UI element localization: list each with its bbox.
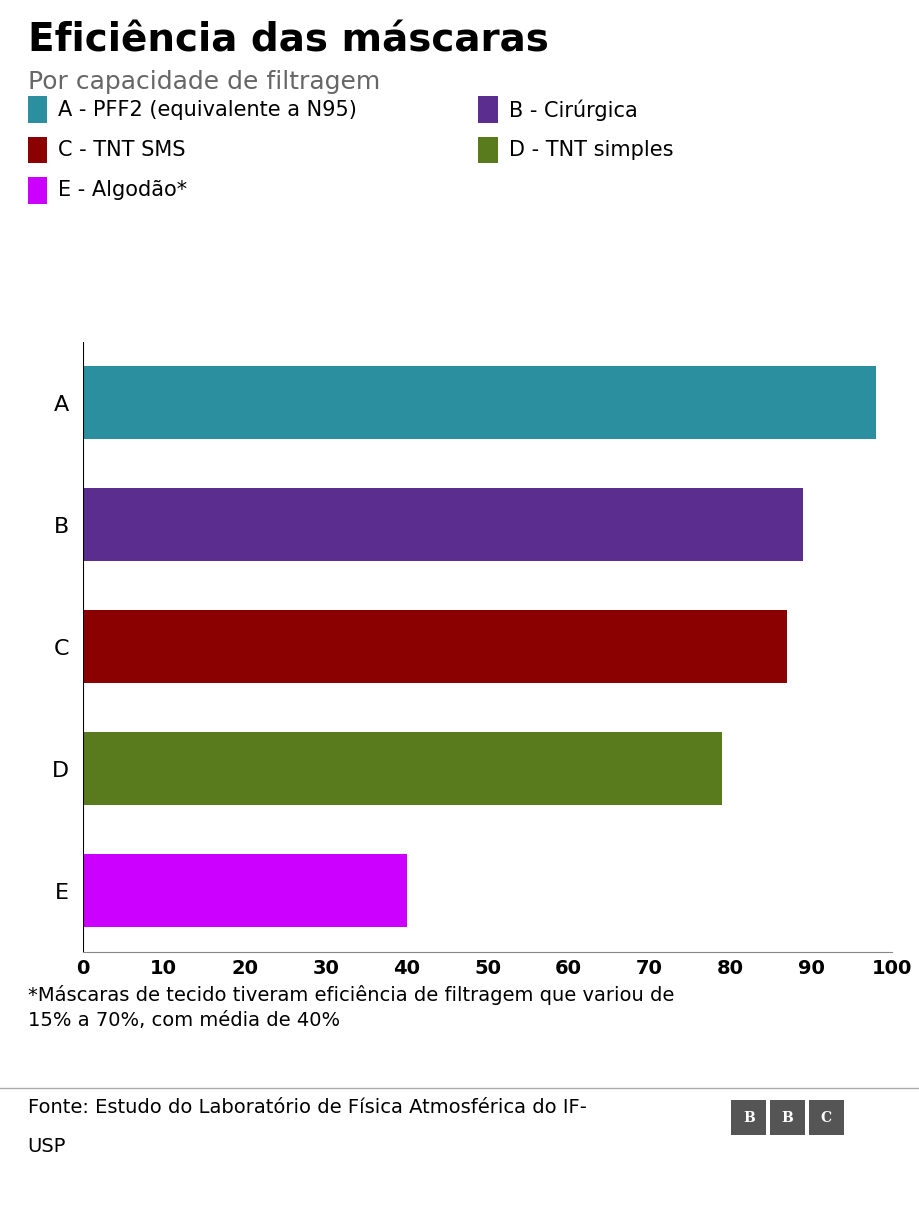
Text: A - PFF2 (equivalente a N95): A - PFF2 (equivalente a N95) <box>58 100 357 120</box>
Text: C: C <box>820 1110 831 1125</box>
Bar <box>83 854 406 927</box>
Text: E - Algodão*: E - Algodão* <box>58 181 187 200</box>
Text: Por capacidade de filtragem: Por capacidade de filtragem <box>28 70 380 94</box>
Text: B: B <box>743 1110 754 1125</box>
Bar <box>83 610 787 683</box>
Bar <box>83 732 721 805</box>
Text: C - TNT SMS: C - TNT SMS <box>58 140 186 160</box>
Bar <box>83 366 875 439</box>
Text: B: B <box>781 1110 792 1125</box>
Text: Fonte: Estudo do Laboratório de Física Atmosférica do IF-: Fonte: Estudo do Laboratório de Física A… <box>28 1098 585 1118</box>
Text: *Máscaras de tecido tiveram eficiência de filtragem que variou de
15% a 70%, com: *Máscaras de tecido tiveram eficiência d… <box>28 985 674 1030</box>
Text: USP: USP <box>28 1137 66 1157</box>
Text: D - TNT simples: D - TNT simples <box>508 140 673 160</box>
Text: B - Cirúrgica: B - Cirúrgica <box>508 99 637 121</box>
Text: Eficiência das máscaras: Eficiência das máscaras <box>28 22 548 60</box>
Bar <box>83 488 802 561</box>
